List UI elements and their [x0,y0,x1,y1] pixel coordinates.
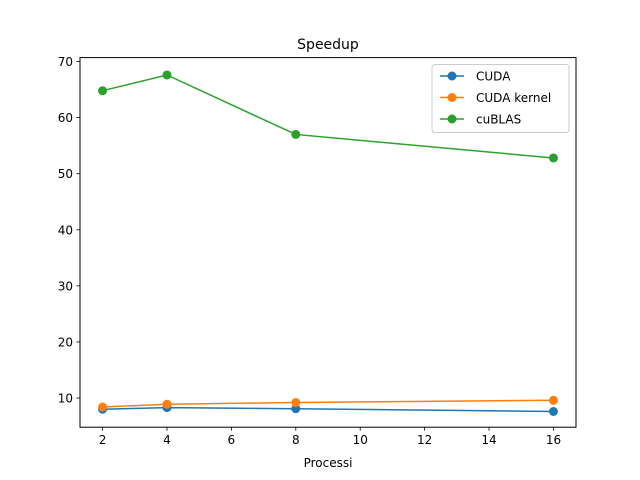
legend-label-cuda-kernel: CUDA kernel [476,91,551,105]
x-tick-label: 14 [481,433,496,447]
legend-marker-cuda-kernel [447,93,457,102]
data-point-cublas [548,153,558,163]
x-tick-label: 6 [228,433,236,447]
x-tick-label: 8 [292,433,300,447]
y-tick-label: 50 [58,167,73,181]
data-point-cublas [291,129,301,139]
legend-marker-cublas [447,114,457,124]
y-tick-label: 40 [58,223,73,237]
data-point-cuda-kernel [162,399,172,409]
x-tick-label: 2 [99,433,107,447]
y-tick-label: 60 [58,111,73,125]
x-tick-label: 10 [353,433,368,447]
legend-box [431,64,570,133]
y-tick-label: 70 [58,55,73,69]
x-tick-label: 4 [163,433,171,447]
data-point-cuda [291,404,301,414]
series-line-cuda [102,406,554,413]
legend: CUDA CUDA kernel cuBLAS [431,64,570,133]
x-tick-label: 16 [546,433,561,447]
data-point-cublas [98,86,108,96]
y-tick-label: 30 [58,279,73,293]
chart-title: Speedup [297,37,359,53]
axes-frame [79,57,577,428]
x-axis: 2 4 6 8 10 12 14 16 [99,427,561,447]
y-tick-label: 10 [58,392,73,406]
legend-label-cuda: CUDA [476,70,511,84]
y-tick-label: 20 [58,335,73,349]
data-point-cuda-kernel [291,398,301,408]
legend-label-cublas: cuBLAS [476,113,521,127]
data-point-cuda [548,406,558,416]
data-point-cublas [162,70,172,80]
x-tick-label: 12 [417,433,432,447]
x-axis-label: Processi [304,456,353,470]
series-line-cublas [102,74,554,159]
y-axis: 10 20 30 40 50 60 70 [58,55,80,406]
data-point-cuda-kernel [548,395,558,405]
series-line-cuda-kernel [102,399,554,408]
legend-marker-cuda [447,71,457,81]
plot-area [98,70,558,416]
data-point-cuda-kernel [98,402,108,412]
